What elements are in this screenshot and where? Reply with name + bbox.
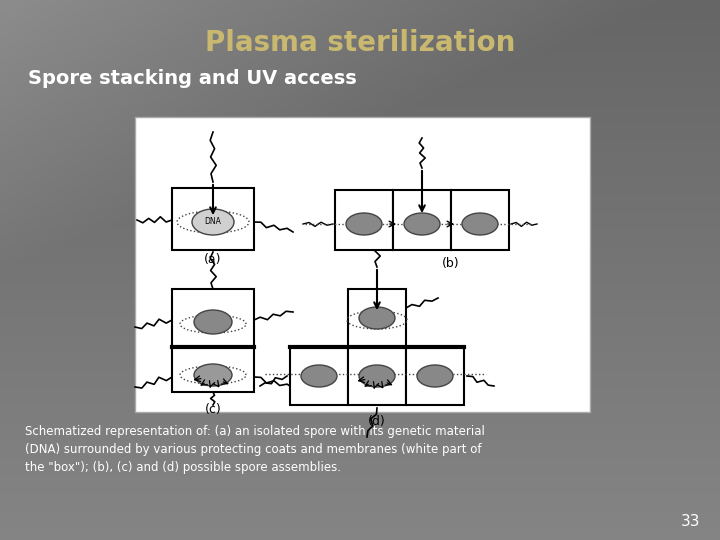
Text: (DNA) surrounded by various protecting coats and membranes (white part of: (DNA) surrounded by various protecting c… [25,443,482,456]
Bar [290,347,348,405]
Ellipse shape [462,213,498,235]
Text: (a): (a) [204,253,222,267]
Ellipse shape [194,310,232,334]
Bar [172,289,254,347]
Text: Schematized representation of: (a) an isolated spore with its genetic material: Schematized representation of: (a) an is… [25,426,485,438]
Bar [348,347,406,405]
Text: (b): (b) [442,258,460,271]
Ellipse shape [192,209,234,235]
Bar [348,289,406,347]
Text: Plasma sterilization: Plasma sterilization [204,29,516,57]
Ellipse shape [301,365,337,387]
Ellipse shape [346,213,382,235]
Ellipse shape [417,365,453,387]
Bar [172,188,254,250]
Bar [451,190,509,250]
Text: 33: 33 [680,515,700,530]
Ellipse shape [359,365,395,387]
Ellipse shape [194,364,232,386]
Bar [393,190,451,250]
Ellipse shape [404,213,440,235]
Text: the "box"); (b), (c) and (d) possible spore assemblies.: the "box"); (b), (c) and (d) possible sp… [25,462,341,475]
Bar [135,117,590,412]
Text: (c): (c) [204,403,221,416]
Text: DNA: DNA [204,218,222,226]
Bar [406,347,464,405]
Ellipse shape [359,307,395,329]
Text: Spore stacking and UV access: Spore stacking and UV access [28,69,356,87]
Text: (d): (d) [368,415,386,429]
Bar [335,190,393,250]
Bar [172,347,254,392]
